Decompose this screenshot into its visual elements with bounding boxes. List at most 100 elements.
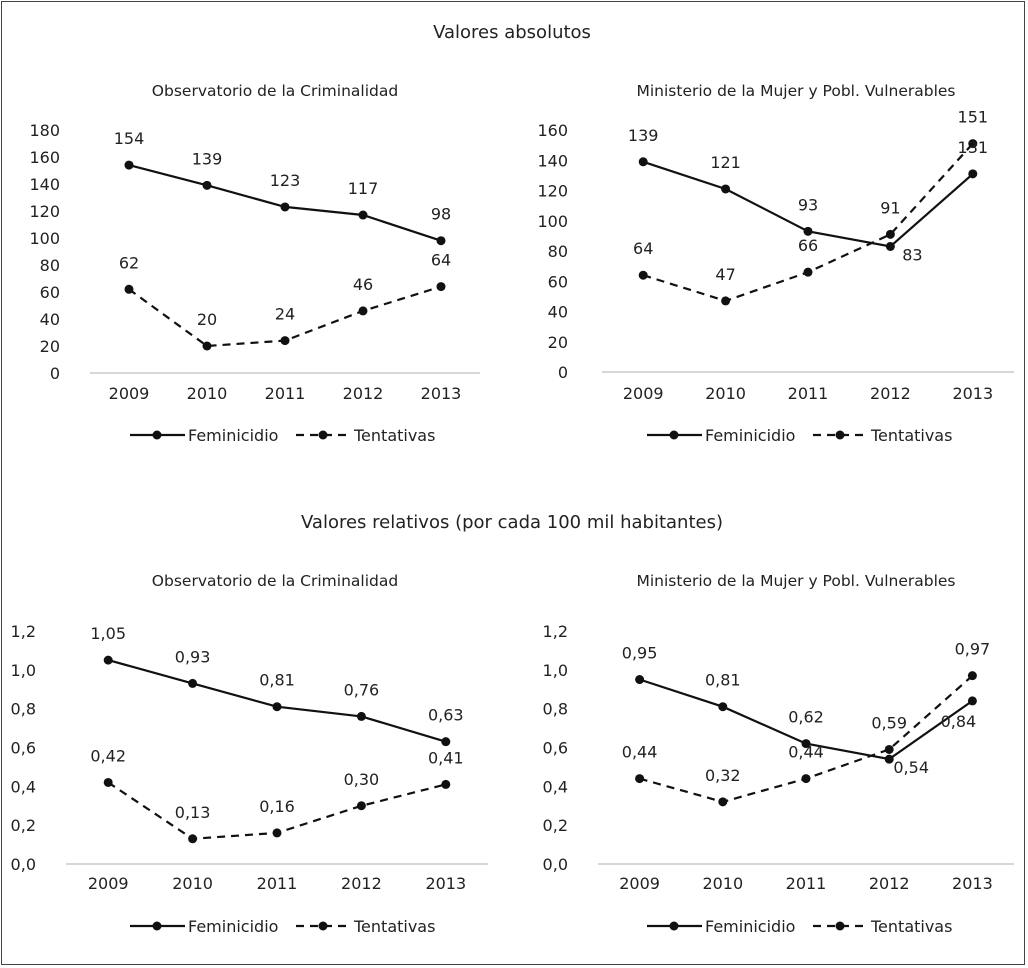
chart-4-legend-tentativas-label: Tentativas: [870, 917, 952, 936]
chart-4-xtick-label: 2011: [786, 874, 827, 893]
chart-3-legend-tentativas-label: Tentativas: [353, 917, 435, 936]
chart-2-feminicidio-point: [968, 169, 978, 179]
chart-1-feminicidio-point: [124, 160, 134, 170]
chart-2-ytick-label: 40: [548, 303, 568, 322]
chart-2-feminicidio-data-label: 121: [710, 153, 741, 172]
chart-2-legend-tentativas-marker: [835, 430, 845, 440]
chart-3-xtick-label: 2009: [88, 874, 129, 893]
chart-1-ytick-label: 0: [50, 364, 60, 383]
chart-4-tentativas-point: [635, 774, 645, 784]
chart-2-tentativas-data-label: 47: [715, 265, 735, 284]
chart-3-tentativas-data-label: 0,42: [90, 746, 126, 765]
chart-4-ytick-label: 0,2: [543, 816, 568, 835]
chart-1-feminicidio-point: [280, 202, 290, 212]
chart-3-tentativas-point: [272, 828, 282, 838]
chart-3-tentativas-data-label: 0,13: [175, 803, 211, 822]
chart-2-ytick-label: 160: [537, 121, 568, 140]
chart-2-feminicidio-data-label: 131: [958, 138, 989, 157]
chart-2-xtick-label: 2010: [705, 384, 746, 403]
chart-3-ytick-label: 0,4: [11, 777, 36, 796]
chart-3-tentativas-data-label: 0,30: [344, 770, 380, 789]
chart-4-ytick-label: 1,0: [543, 661, 568, 680]
chart-2-tentativas-line: [642, 142, 974, 303]
chart-1-xtick-label: 2012: [343, 384, 384, 403]
chart-2-tentativas-data-label: 151: [958, 108, 989, 127]
chart-3-tentativas-data-label: 0,41: [428, 748, 464, 767]
chart-4-feminicidio-data-label: 0,62: [788, 708, 824, 727]
chart-4-xtick-label: 2009: [619, 874, 660, 893]
chart-1-ytick-label: 20: [40, 337, 60, 356]
chart-1-tentativas-point: [280, 336, 290, 346]
chart-3-legend-tentativas-marker: [318, 921, 328, 931]
chart-4-legend-feminicidio-label: Feminicidio: [705, 917, 795, 936]
chart-1-xtick-label: 2010: [187, 384, 228, 403]
chart-4-tentativas-point: [884, 744, 894, 754]
chart-1-xtick-label: 2009: [109, 384, 150, 403]
chart-1-feminicidio-point: [436, 236, 446, 246]
chart-4-legend-feminicidio-marker: [669, 921, 679, 931]
chart-1-tentativas-point: [358, 306, 368, 316]
chart-2-tentativas-point: [803, 267, 813, 277]
section-title-relative: Valores relativos (por cada 100 mil habi…: [301, 512, 723, 533]
chart-4-feminicidio-data-label: 0,84: [941, 712, 977, 731]
chart-3-tentativas-point: [103, 777, 113, 787]
chart-2-feminicidio-point: [721, 184, 731, 194]
chart-3-tentativas-point: [188, 834, 198, 844]
chart-4-feminicidio-point: [884, 754, 894, 764]
chart-3-title: Observatorio de la Criminalidad: [152, 572, 398, 590]
chart-1-ytick-label: 60: [40, 283, 60, 302]
chart-2-xtick-label: 2011: [788, 384, 829, 403]
chart-4-xtick-label: 2013: [952, 874, 993, 893]
chart-3-tentativas-point: [441, 779, 451, 789]
chart-1-feminicidio-data-label: 98: [431, 205, 451, 224]
chart-3-feminicidio-data-label: 0,63: [428, 706, 464, 725]
section-title-absolute: Valores absolutos: [433, 22, 591, 43]
chart-2-title: Ministerio de la Mujer y Pobl. Vulnerabl…: [636, 82, 955, 100]
chart-3-ytick-label: 0,8: [11, 700, 36, 719]
chart-2-ytick-label: 20: [548, 333, 568, 352]
chart-2-ytick-label: 120: [537, 182, 568, 201]
chart-2-ytick-label: 140: [537, 151, 568, 170]
chart-3-legend-feminicidio-marker: [152, 921, 162, 931]
chart-2-feminicidio-data-label: 139: [628, 126, 659, 145]
chart-4-ytick-label: 1,2: [543, 622, 568, 641]
chart-2-ytick-label: 0: [558, 363, 568, 382]
chart-3-feminicidio-data-label: 0,81: [259, 671, 295, 690]
chart-1-ytick-label: 80: [40, 256, 60, 275]
chart-2-legend-tentativas-label: Tentativas: [870, 426, 952, 445]
chart-2-tentativas-point: [721, 296, 731, 306]
chart-3-feminicidio-point: [103, 655, 113, 665]
chart-1-legend-tentativas-label: Tentativas: [353, 426, 435, 445]
chart-4-xtick-label: 2010: [702, 874, 743, 893]
chart-3-feminicidio-point: [188, 678, 198, 688]
chart-2-feminicidio-point: [885, 241, 895, 251]
chart-1-tentativas-data-label: 20: [197, 310, 217, 329]
chart-3-ytick-label: 0,6: [11, 739, 36, 758]
chart-1-tentativas-data-label: 46: [353, 275, 373, 294]
chart-4-tentativas-data-label: 0,97: [955, 640, 991, 659]
chart-3-xtick-label: 2011: [257, 874, 298, 893]
chart-4-feminicidio-data-label: 0,81: [705, 671, 741, 690]
chart-2-ytick-label: 80: [548, 242, 568, 261]
chart-1-ytick-label: 40: [40, 310, 60, 329]
chart-4-tentativas-point: [718, 797, 728, 807]
chart-1-tentativas-point: [202, 341, 212, 351]
chart-3-ytick-label: 1,0: [11, 661, 36, 680]
chart-1-feminicidio-data-label: 154: [114, 129, 145, 148]
chart-4-xtick-label: 2012: [869, 874, 910, 893]
chart-1-ytick-label: 160: [29, 148, 60, 167]
chart-1-title: Observatorio de la Criminalidad: [152, 82, 398, 100]
chart-3-feminicidio-point: [441, 737, 451, 747]
chart-2-feminicidio-point: [638, 157, 648, 167]
chart-3-feminicidio-point: [356, 711, 366, 721]
chart-4-ytick-label: 0,4: [543, 777, 568, 796]
chart-4-ytick-label: 0,6: [543, 739, 568, 758]
chart-4-ytick-label: 0,0: [543, 855, 568, 874]
chart-3-xtick-label: 2012: [341, 874, 382, 893]
chart-1-ytick-label: 100: [29, 229, 60, 248]
chart-1-ytick-label: 180: [29, 121, 60, 140]
chart-4-feminicidio-point: [967, 696, 977, 706]
chart-1-xtick-label: 2013: [421, 384, 462, 403]
